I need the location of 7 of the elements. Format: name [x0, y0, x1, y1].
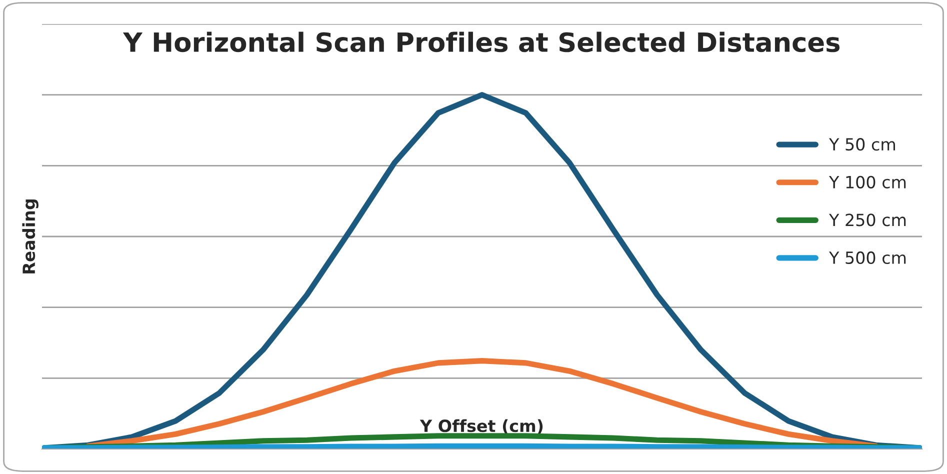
legend-label: Y 250 cm: [828, 214, 906, 226]
legend-label: Y 50 cm: [828, 138, 895, 151]
chart-title: Y Horizontal Scan Profiles at Selected Distances: [122, 32, 840, 52]
y-axis-title: Reading: [22, 199, 38, 274]
x-axis-title: Y Offset (cm): [420, 419, 543, 434]
legend-label: Y 500 cm: [828, 251, 906, 264]
legend-label: Y 100 cm: [828, 176, 906, 188]
